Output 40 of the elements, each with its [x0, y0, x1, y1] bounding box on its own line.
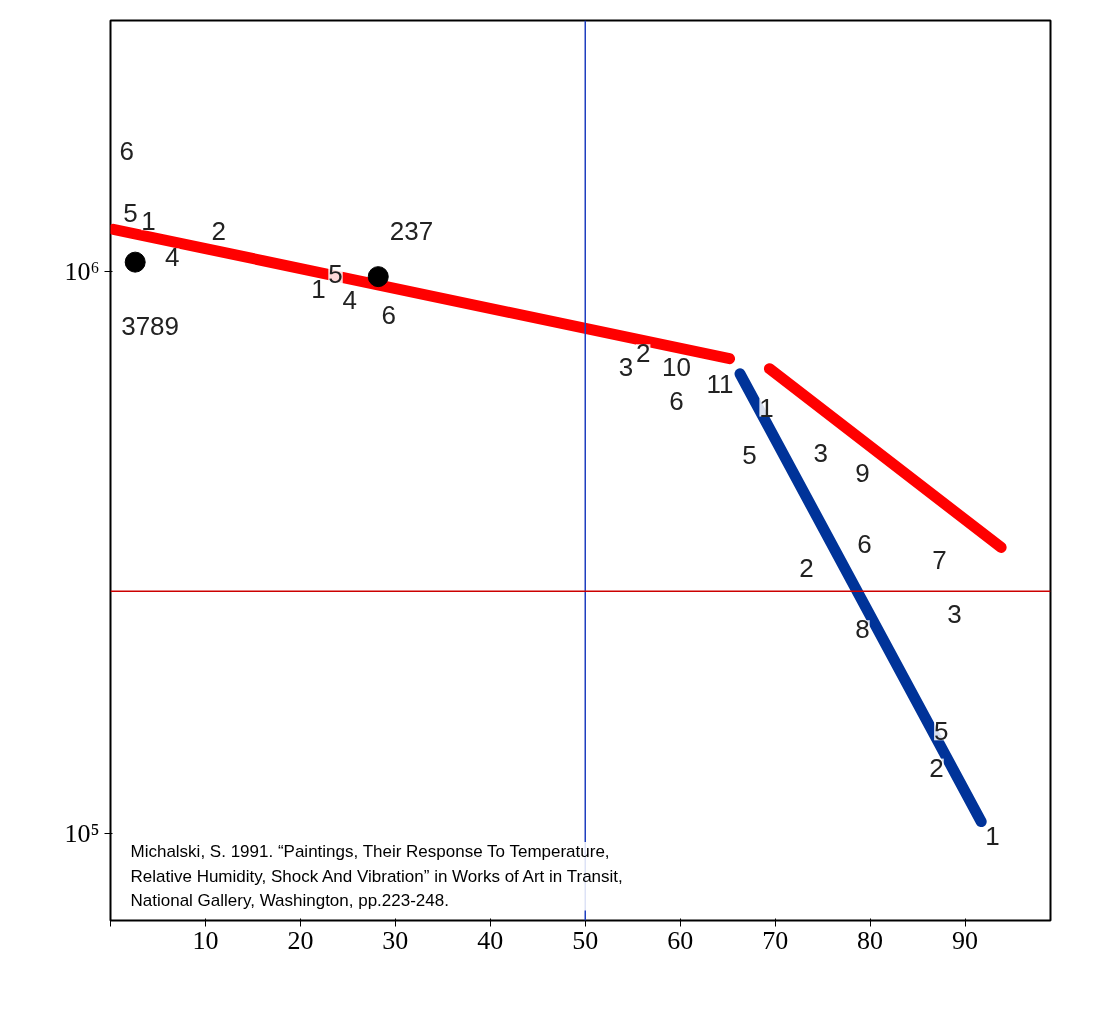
annotation: 5: [123, 198, 138, 229]
x-tick-label: 80: [857, 925, 884, 955]
annotation: 6: [119, 136, 134, 167]
annotation: 4: [342, 285, 358, 316]
annotation: 7: [932, 544, 947, 575]
annotation: 2: [799, 552, 814, 583]
annotation: Michalski, S. 1991. “Paintings, Their Response To Temperature, Relative Humidity, Shock And Vibration” in Works of Art in Transit, National Gallery, Washington, pp.223-248.: [130, 842, 623, 911]
x-tick-label: 30: [382, 925, 409, 955]
annotation: 1: [985, 820, 1000, 851]
x-tick-label: 10: [192, 925, 219, 955]
annotation: 237: [389, 216, 434, 247]
x-tick-label: 90: [952, 925, 979, 955]
annotation: 6: [857, 529, 872, 560]
annotation: 2: [929, 752, 944, 783]
annotation: 3789: [121, 311, 180, 342]
x-tick-label: 60: [667, 925, 694, 955]
annotation: 9: [855, 458, 870, 489]
x-tick-label: 70: [762, 925, 789, 955]
annotation: 2: [635, 338, 651, 369]
annotation: 11: [706, 369, 734, 400]
annotation: 3: [618, 351, 634, 382]
annotation: 6: [669, 386, 684, 417]
annotation: 3: [813, 437, 828, 468]
annotation: 3: [947, 598, 962, 629]
annotation: 1: [759, 392, 774, 423]
x-tick-label: 20: [287, 925, 314, 955]
annotation: 4: [164, 242, 180, 273]
y-tick-label: 10⁶: [64, 257, 100, 287]
annotation: 5: [328, 259, 343, 290]
annotation: 5: [742, 440, 757, 471]
annotation: 1: [141, 206, 156, 237]
annotation: 8: [855, 614, 870, 645]
annotation: 2: [211, 216, 226, 247]
annotation: 6: [381, 300, 396, 331]
annotation: 10: [661, 351, 691, 382]
x-tick-label: 40: [477, 925, 504, 955]
annotation: 5: [934, 716, 949, 747]
x-tick-label: 50: [572, 925, 599, 955]
y-tick-label: 10⁵: [64, 818, 100, 848]
annotation: 1: [311, 274, 326, 305]
